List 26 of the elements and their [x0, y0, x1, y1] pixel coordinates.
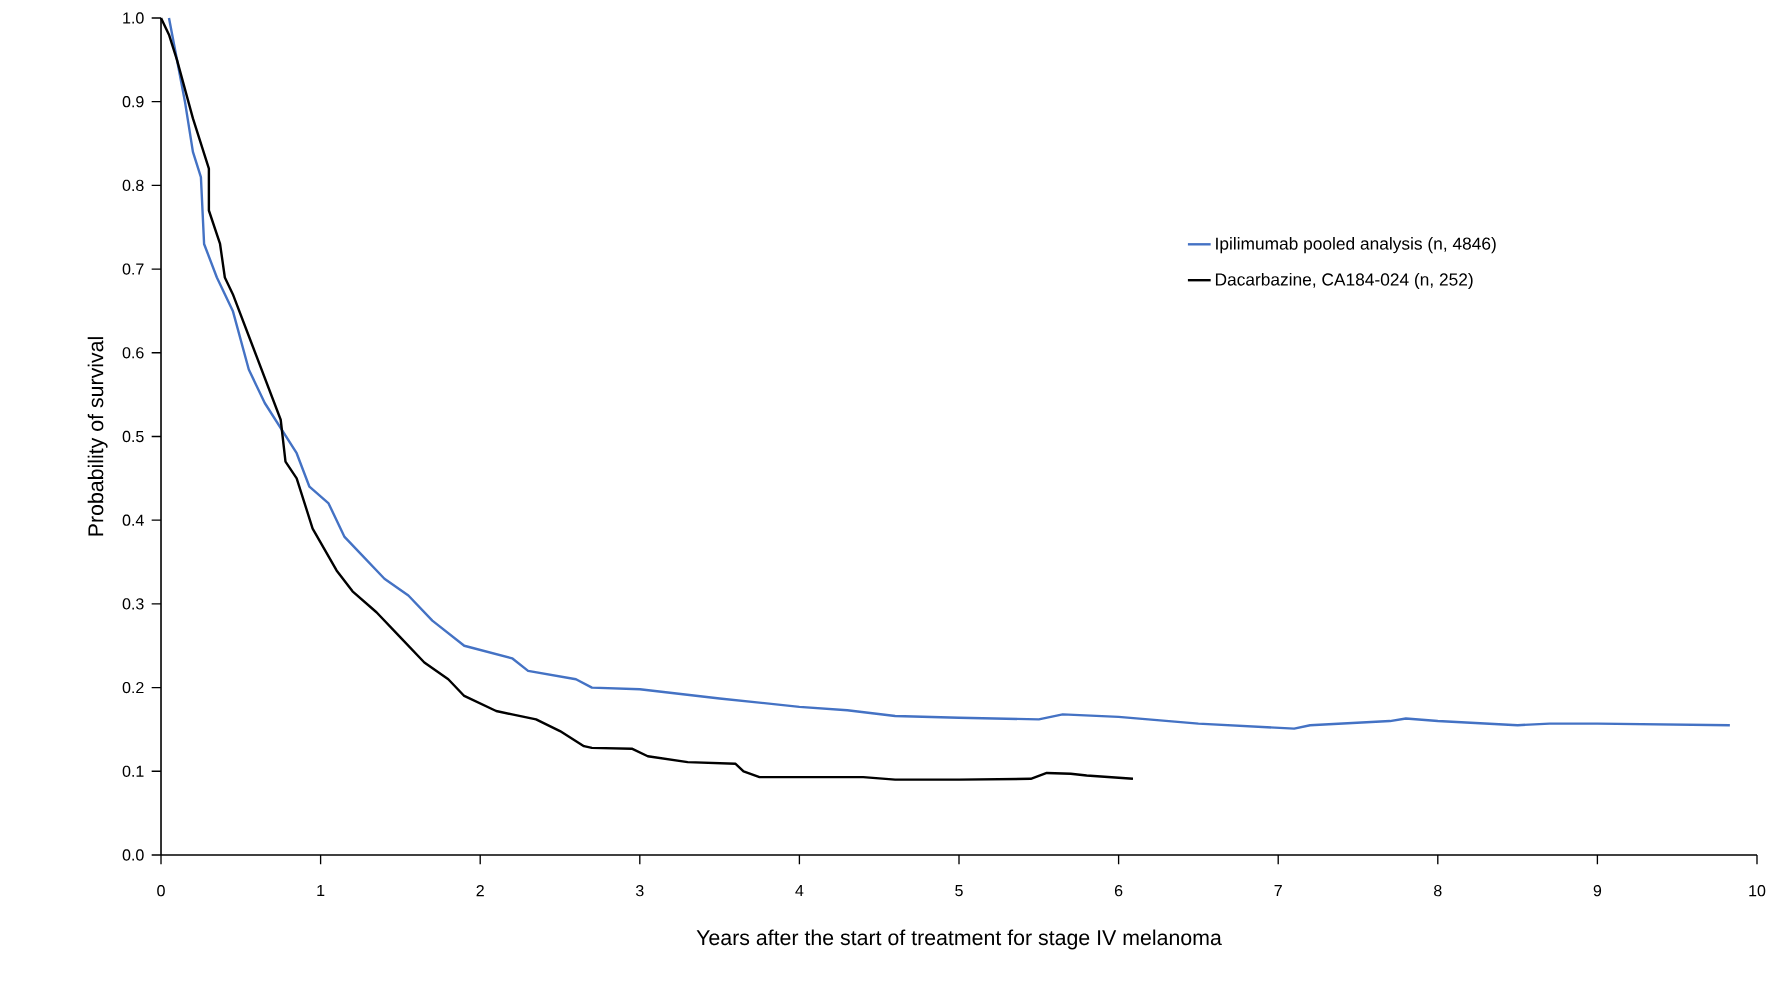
y-tick-label: 0.1 — [122, 765, 144, 777]
y-axis-title: Probability of survival — [87, 337, 108, 536]
y-tick-label: 0.3 — [122, 598, 144, 610]
x-tick-label: 0 — [157, 885, 165, 897]
y-tick-label: 1.0 — [123, 12, 144, 24]
x-tick-label: 7 — [1274, 885, 1282, 897]
x-tick-label: 8 — [1434, 885, 1442, 897]
x-axis-title: Years after the start of treatment for stage IV melanoma — [696, 929, 1222, 950]
x-tick-label: 3 — [635, 885, 644, 897]
x-tick-label: 6 — [1114, 885, 1123, 897]
y-tick-label: 0.8 — [122, 179, 144, 192]
x-tick-label: 2 — [476, 885, 484, 897]
y-tick-label: 0.4 — [122, 514, 144, 526]
x-tick-label: 5 — [955, 885, 963, 897]
y-tick-label: 0.0 — [122, 849, 144, 861]
x-tick-label: 10 — [1749, 885, 1766, 897]
legend-label: Dacarbazine, CA184-024 (n, 252) — [1215, 272, 1473, 290]
y-tick-label: 0.2 — [122, 681, 144, 694]
y-tick-label: 0.9 — [122, 96, 144, 108]
x-tick-label: 9 — [1593, 885, 1602, 897]
x-tick-label: 4 — [795, 885, 804, 897]
y-tick-label: 0.5 — [122, 430, 144, 443]
x-tick-label: 1 — [317, 885, 325, 897]
y-tick-label: 0.6 — [122, 347, 144, 359]
legend-label: Ipilimumab pooled analysis (n, 4846) — [1216, 237, 1496, 254]
y-tick-label: 0.7 — [122, 263, 144, 275]
